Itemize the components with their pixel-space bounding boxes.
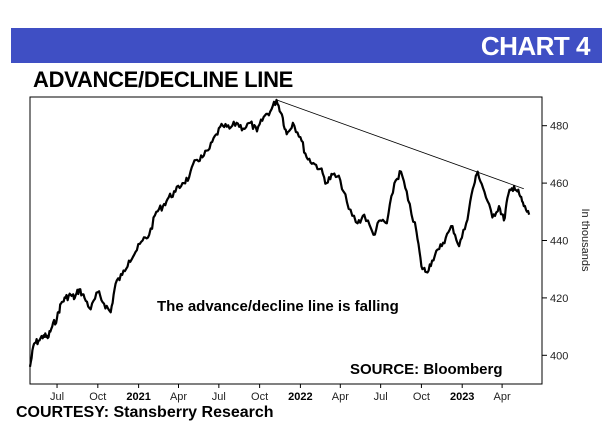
series-line bbox=[28, 98, 531, 367]
x-tick-label: Apr bbox=[170, 391, 187, 403]
x-tick-label: 2022 bbox=[288, 391, 312, 403]
x-tick-label: Apr bbox=[332, 391, 349, 403]
chart-title: ADVANCE/DECLINE LINE bbox=[33, 67, 294, 92]
x-tick-label: Jul bbox=[212, 391, 226, 403]
trendline bbox=[276, 99, 524, 190]
x-tick-label: Apr bbox=[494, 391, 511, 403]
chart-number-label: CHART 4 bbox=[480, 31, 591, 61]
x-axis: Jul Oct 2021 Apr Jul Oct 2022 Apr Jul Oct 2023 Apr bbox=[50, 384, 511, 403]
annotation-source: SOURCE: Bloomberg bbox=[350, 361, 503, 378]
y-tick-label: 400 bbox=[550, 350, 568, 362]
x-tick-label: Oct bbox=[413, 391, 430, 403]
y-tick-label: 420 bbox=[550, 293, 568, 305]
plot-frame bbox=[29, 96, 543, 385]
x-tick-label: Oct bbox=[251, 391, 268, 403]
y-tick-label: 460 bbox=[550, 178, 568, 190]
x-tick-label: 2023 bbox=[450, 391, 474, 403]
x-tick-label: Jul bbox=[374, 391, 388, 403]
annotation-falling: The advance/decline line is falling bbox=[157, 298, 399, 315]
y-axis-label: In thousands bbox=[579, 209, 591, 272]
chart-number-banner: CHART 4 bbox=[11, 28, 602, 63]
y-tick-label: 440 bbox=[550, 236, 568, 248]
courtesy-credit: COURTESY: Stansberry Research bbox=[16, 404, 274, 421]
y-axis: 400 420 440 460 480 bbox=[542, 121, 568, 362]
y-tick-label: 480 bbox=[550, 121, 568, 133]
x-tick-label: 2021 bbox=[126, 391, 150, 403]
x-tick-label: Oct bbox=[89, 391, 106, 403]
x-tick-label: Jul bbox=[50, 391, 64, 403]
